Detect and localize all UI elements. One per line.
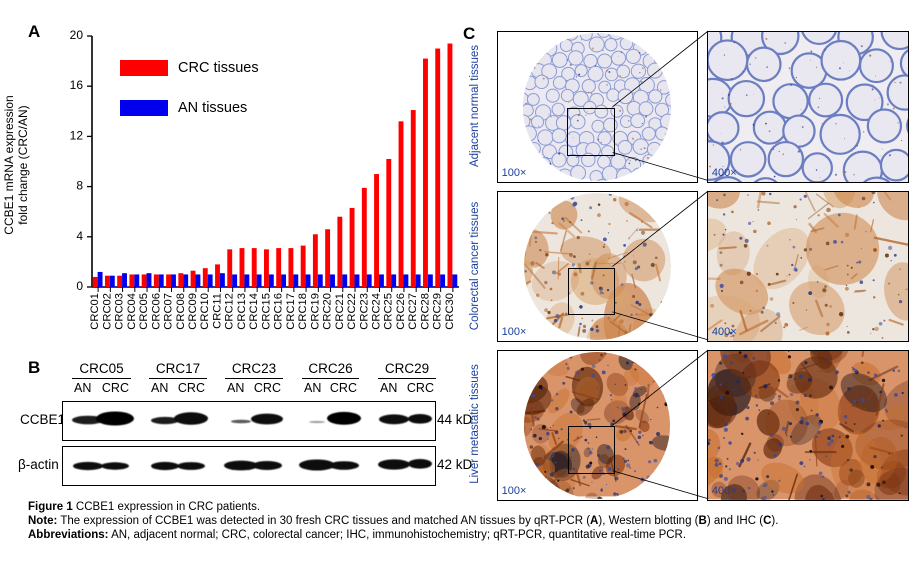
svg-text:CRC21: CRC21	[334, 293, 346, 330]
svg-text:CRC15: CRC15	[260, 293, 272, 330]
svg-text:CRC04: CRC04	[126, 293, 138, 330]
svg-text:CRC22: CRC22	[346, 293, 358, 330]
svg-text:CRC03: CRC03	[114, 293, 126, 330]
svg-text:CRC25: CRC25	[383, 293, 395, 330]
svg-text:4: 4	[76, 229, 83, 243]
svg-text:CRC23: CRC23	[358, 293, 370, 330]
svg-text:20: 20	[70, 28, 84, 42]
svg-text:0: 0	[76, 279, 83, 293]
svg-text:12: 12	[70, 128, 84, 142]
svg-text:CRC19: CRC19	[309, 293, 321, 330]
svg-text:CRC20: CRC20	[322, 293, 334, 330]
svg-text:CRC13: CRC13	[236, 293, 248, 330]
svg-text:CRC05: CRC05	[138, 293, 150, 330]
svg-text:CRC26: CRC26	[395, 293, 407, 330]
svg-text:CRC14: CRC14	[248, 293, 260, 330]
svg-text:CRC30: CRC30	[444, 293, 456, 330]
svg-text:CRC10: CRC10	[199, 293, 211, 330]
svg-text:CRC08: CRC08	[175, 293, 187, 330]
svg-text:CRC28: CRC28	[419, 293, 431, 330]
svg-text:CRC06: CRC06	[150, 293, 162, 330]
svg-text:8: 8	[76, 179, 83, 193]
svg-text:CRC18: CRC18	[297, 293, 309, 330]
svg-text:CRC11: CRC11	[211, 293, 223, 329]
svg-text:CRC09: CRC09	[187, 293, 199, 330]
svg-text:CRC24: CRC24	[370, 293, 382, 330]
svg-text:CRC12: CRC12	[224, 293, 236, 330]
svg-text:16: 16	[70, 78, 84, 92]
svg-text:CRC02: CRC02	[101, 293, 113, 330]
svg-text:CRC29: CRC29	[432, 293, 444, 330]
svg-text:CRC01: CRC01	[89, 293, 101, 330]
svg-text:CRC07: CRC07	[163, 293, 175, 330]
svg-text:CRC27: CRC27	[407, 293, 419, 330]
svg-text:CRC16: CRC16	[273, 293, 285, 330]
svg-text:CRC17: CRC17	[285, 293, 297, 330]
